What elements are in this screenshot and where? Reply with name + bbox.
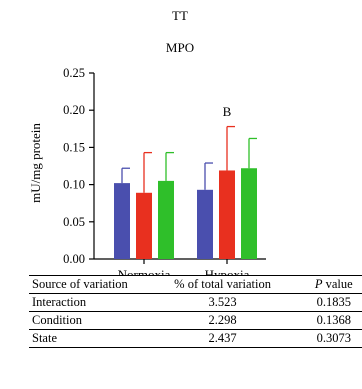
bar xyxy=(158,180,174,259)
y-tick-label: 0.20 xyxy=(63,103,85,117)
row-p-value: 0.1368 xyxy=(305,311,362,330)
header-source: Source of variation xyxy=(29,275,140,294)
header-pct: % of total variation xyxy=(139,275,306,294)
row-pct: 2.437 xyxy=(139,329,306,348)
chart-subtitle: MPO xyxy=(166,40,194,55)
annotation-label: B xyxy=(223,104,232,119)
row-p-value: 0.1835 xyxy=(305,293,362,312)
x-tick-label: Normoxia xyxy=(118,267,171,275)
table-row: Condition 2.298 0.1368 xyxy=(29,311,362,330)
row-source: State xyxy=(29,329,140,348)
x-tick-label: Hypoxia xyxy=(205,267,250,275)
y-tick-label: 0.10 xyxy=(63,178,85,192)
row-source: Condition xyxy=(29,311,140,330)
table-header-row: Source of variation % of total variation… xyxy=(29,275,362,294)
bar xyxy=(219,170,235,259)
bar xyxy=(241,168,257,259)
bar xyxy=(114,183,130,259)
header-p-label: P xyxy=(314,277,323,291)
chart-title: TT xyxy=(172,8,188,23)
table-row: Interaction 3.523 0.1835 xyxy=(29,293,362,312)
table-row: State 2.437 0.3073 xyxy=(29,329,362,348)
plot-area: 0.00 0.05 0.10 0.15 0.20 0.25 Normoxia Hypoxia B xyxy=(63,66,266,275)
row-source: Interaction xyxy=(29,293,140,312)
header-p-suffix: value xyxy=(322,277,353,291)
row-pct: 3.523 xyxy=(139,293,306,312)
y-tick-label: 0.15 xyxy=(63,140,85,154)
header-p-value: P value xyxy=(305,275,362,294)
row-p-value: 0.3073 xyxy=(305,329,362,348)
row-pct: 2.298 xyxy=(139,311,306,330)
y-tick-label: 0.00 xyxy=(63,252,85,266)
chart: TT MPO mU/mg protein 0.00 0.05 0.10 0.15 0.2… xyxy=(28,8,266,275)
y-axis-label: mU/mg protein xyxy=(28,123,43,203)
stats-table: Source of variation % of total variation… xyxy=(29,275,362,348)
y-tick-label: 0.25 xyxy=(63,66,85,80)
bar xyxy=(197,189,213,259)
bar xyxy=(136,192,152,259)
y-tick-label: 0.05 xyxy=(63,215,85,229)
